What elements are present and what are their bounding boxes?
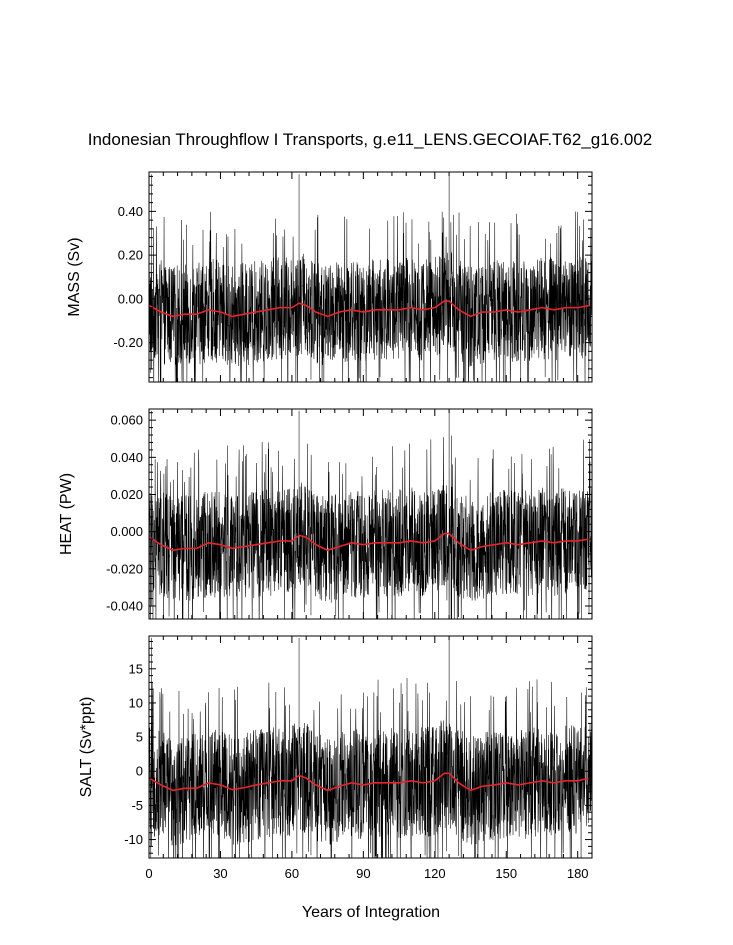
y-axis-title: MASS (Sv) (66, 237, 83, 316)
y-tick-label: 0.00 (118, 291, 143, 306)
y-tick-label: 0.040 (110, 450, 143, 465)
x-axis-tick-labels: 0 30 60 90 120 150 180 (145, 866, 588, 881)
y-tick-label: 0.20 (118, 248, 143, 263)
annual-mean-series-line (149, 532, 590, 552)
x-tick-label: 120 (424, 866, 446, 881)
y-tick-label: -0.20 (113, 335, 143, 350)
monthly-series-line (149, 638, 592, 858)
x-tick-label: 60 (285, 866, 299, 881)
y-tick-label: 0.020 (110, 487, 143, 502)
panel-frame (148, 171, 593, 383)
x-tick-label: 30 (213, 866, 227, 881)
panel-3: -10 -5 0 5 10 15 SALT (Sv*ppt) (78, 635, 593, 859)
annual-mean-series-line (149, 300, 590, 318)
y-tick-label: 5 (136, 730, 143, 745)
x-tick-label: 180 (567, 866, 589, 881)
y-tick-label: -5 (131, 798, 143, 813)
panel-2: -0.040 -0.020 0.000 0.020 0.040 0.060 HEAT (PW… (58, 408, 593, 620)
x-axis-title: Years of Integration (302, 904, 440, 921)
monthly-series-line (149, 410, 592, 619)
y-tick-label: 0.060 (110, 413, 143, 428)
panel-frame (148, 635, 593, 859)
x-tick-label: 150 (495, 866, 517, 881)
y-tick-label: 0.000 (110, 524, 143, 539)
x-tick-label: 0 (145, 866, 152, 881)
y-tick-label: 0.40 (118, 204, 143, 219)
panel-frame (148, 408, 593, 620)
y-tick-label: 0 (136, 764, 143, 779)
y-tick-label: 15 (129, 661, 143, 676)
panels: -0.20 0.00 0.20 0.40 MASS (Sv) -0.040 -0.020 0.… (58, 171, 593, 859)
annual-mean-series-line (149, 772, 590, 792)
y-axis-title: SALT (Sv*ppt) (78, 697, 95, 798)
y-axis-title: HEAT (PW) (58, 473, 75, 555)
monthly-series-line (149, 174, 592, 382)
chart-title: Indonesian Throughflow I Transports, g.e… (88, 130, 653, 149)
y-tick-label: 10 (129, 695, 143, 710)
y-tick-label: -10 (124, 832, 143, 847)
x-tick-label: 90 (356, 866, 370, 881)
y-tick-label: -0.020 (106, 561, 143, 576)
y-tick-label: -0.040 (106, 598, 143, 613)
panel-1: -0.20 0.00 0.20 0.40 MASS (Sv) (66, 171, 593, 383)
